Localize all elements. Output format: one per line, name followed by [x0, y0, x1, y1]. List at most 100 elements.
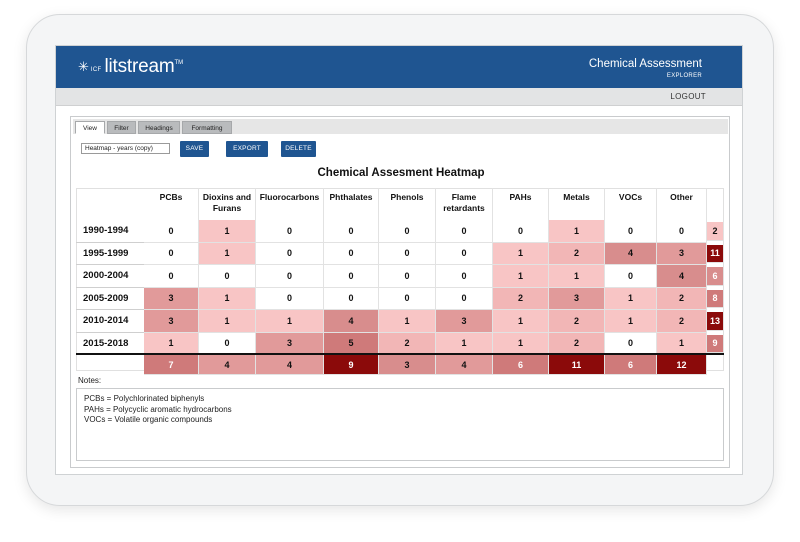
- tab-view[interactable]: View: [75, 121, 105, 134]
- heatmap-cell: 0: [436, 242, 493, 265]
- heatmap-cell: 3: [549, 287, 605, 310]
- note-line-pahs: PAHs = Polycyclic aromatic hydrocarbons: [84, 404, 232, 414]
- column-header: Other: [657, 188, 707, 220]
- delete-button[interactable]: DELETE: [281, 141, 316, 157]
- heatmap-cell: 1: [493, 332, 549, 355]
- heatmap-cell: 0: [605, 332, 657, 355]
- heatmap-cell: 2: [657, 287, 707, 310]
- save-button[interactable]: SAVE: [180, 141, 209, 157]
- heatmap-cell: 2: [379, 332, 436, 355]
- column-total-cell: 4: [256, 355, 324, 375]
- app-header: ✳ ICF litstream TM Chemical Assessment E…: [56, 46, 742, 88]
- heatmap-cell: 0: [256, 242, 324, 265]
- heatmap-cell: 0: [144, 220, 199, 243]
- heatmap-cell: 1: [379, 310, 436, 333]
- heatmap-table: PCBs Dioxins and Furans Fluorocarbons Phtha…: [76, 188, 724, 375]
- column-header: Fluorocarbons: [256, 188, 324, 220]
- column-total-cell: 9: [324, 355, 379, 375]
- column-total-cell: 7: [144, 355, 199, 375]
- row-total-cell: 2: [707, 222, 724, 241]
- row-total-cell: 6: [707, 267, 724, 286]
- column-header: PAHs: [493, 188, 549, 220]
- row-total-cell: 9: [707, 334, 724, 353]
- row-header: 1995-1999: [76, 243, 144, 265]
- heatmap-cell: 5: [324, 332, 379, 355]
- column-header: Phenols: [379, 188, 436, 220]
- column-header: PCBs: [144, 188, 199, 220]
- tab-filter[interactable]: Filter: [107, 121, 136, 134]
- heatmap-cell: 1: [144, 332, 199, 355]
- column-total-cell: 12: [657, 355, 707, 375]
- row-header: 2010-2014: [76, 310, 144, 333]
- column-total-cell: 6: [493, 355, 549, 375]
- logo-trademark: TM: [174, 60, 184, 66]
- heatmap-cell: 0: [199, 265, 256, 288]
- heatmap-cell: 0: [657, 220, 707, 243]
- row-total-cell: 11: [707, 244, 724, 263]
- notes-box[interactable]: PCBs = Polychlorinated biphenyls PAHs = …: [76, 388, 724, 461]
- row-header: 2015-2018: [76, 333, 144, 355]
- heatmap-cell: 0: [605, 265, 657, 288]
- heatmap-cell: 0: [436, 265, 493, 288]
- column-header: Flame retardants: [436, 188, 493, 220]
- litstream-logo[interactable]: ✳ ICF litstream TM: [78, 56, 183, 78]
- heatmap-cell: 0: [256, 220, 324, 243]
- heatmap-cell: 1: [199, 220, 256, 243]
- heatmap-cell: 1: [436, 332, 493, 355]
- heatmap-cell: 4: [605, 242, 657, 265]
- heatmap-cell: 0: [379, 265, 436, 288]
- heatmap-cell: 0: [493, 220, 549, 243]
- row-header: 1990-1994: [76, 220, 144, 243]
- heatmap-cell: 1: [493, 265, 549, 288]
- heatmap-cell: 1: [549, 265, 605, 288]
- heatmap-cell: 0: [379, 220, 436, 243]
- note-line-vocs: VOCs = Volatile organic compounds: [84, 415, 213, 424]
- heatmap-cell: 1: [657, 332, 707, 355]
- heatmap-cell: 0: [379, 242, 436, 265]
- column-total-cell: 3: [379, 355, 436, 375]
- heatmap-cell: 1: [493, 310, 549, 333]
- row-total-cell: 8: [707, 289, 724, 308]
- heatmap-cell: 1: [605, 310, 657, 333]
- column-total-cell: 6: [605, 355, 657, 375]
- heatmap-cell: 0: [324, 265, 379, 288]
- heatmap-cell: 1: [199, 310, 256, 333]
- tab-headings[interactable]: Headings: [138, 121, 180, 134]
- row-total-cell: 13: [707, 312, 724, 331]
- heatmap-cell: 0: [199, 332, 256, 355]
- heatmap-cell: 0: [379, 287, 436, 310]
- heatmap-cell: 1: [549, 220, 605, 243]
- column-header: Phthalates: [324, 188, 379, 220]
- heatmap-cell: 2: [549, 332, 605, 355]
- logout-link[interactable]: LOGOUT: [670, 92, 706, 101]
- heatmap-cell: 3: [144, 310, 199, 333]
- heatmap-cell: 1: [199, 242, 256, 265]
- tab-formatting[interactable]: Formatting: [182, 121, 232, 134]
- heatmap-cell: 2: [549, 242, 605, 265]
- heatmap-cell: 2: [493, 287, 549, 310]
- heatmap-cell: 0: [324, 242, 379, 265]
- heatmap-cell: 0: [436, 220, 493, 243]
- tab-bar: View Filter Headings Formatting: [73, 119, 728, 134]
- subheader-bar: LOGOUT: [56, 88, 742, 106]
- logo-icf-prefix: ICF: [90, 67, 102, 73]
- column-header: Metals: [549, 188, 605, 220]
- heatmap-cell: 0: [436, 287, 493, 310]
- heatmap-cell: 0: [324, 220, 379, 243]
- heatmap-cell: 1: [493, 242, 549, 265]
- note-line-pcbs: PCBs = Polychlorinated biphenyls: [84, 394, 205, 403]
- notes-label: Notes:: [78, 376, 102, 385]
- row-header: 2005-2009: [76, 288, 144, 310]
- totals-separator: [76, 353, 724, 355]
- heatmap-cell: 3: [657, 242, 707, 265]
- heatmap-cell: 3: [256, 332, 324, 355]
- export-button[interactable]: EXPORT: [226, 141, 268, 157]
- column-total-cell: 4: [199, 355, 256, 375]
- column-total-cell: 4: [436, 355, 493, 375]
- heatmap-cell: 0: [605, 220, 657, 243]
- heatmap-cell: 1: [605, 287, 657, 310]
- view-name-input[interactable]: Heatmap - years (copy): [81, 143, 170, 154]
- heatmap-cell: 0: [144, 265, 199, 288]
- heatmap-cell: 4: [657, 265, 707, 288]
- column-total-cell: 11: [549, 355, 605, 375]
